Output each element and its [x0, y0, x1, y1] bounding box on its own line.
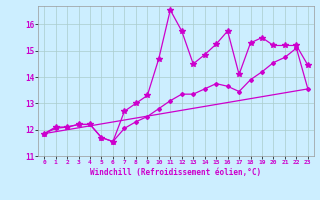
- X-axis label: Windchill (Refroidissement éolien,°C): Windchill (Refroidissement éolien,°C): [91, 168, 261, 177]
